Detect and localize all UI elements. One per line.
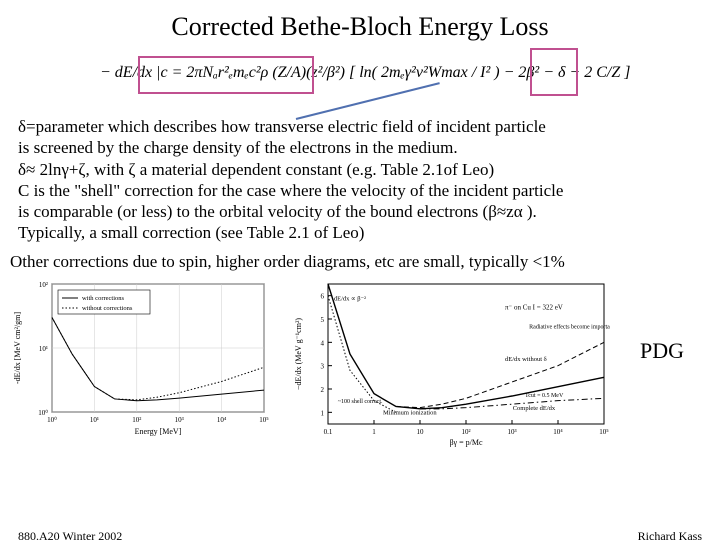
svg-text:10¹: 10¹ xyxy=(90,416,99,424)
svg-text:1: 1 xyxy=(321,409,325,417)
svg-text:-dE/dx [MeV cm²/gm]: -dE/dx [MeV cm²/gm] xyxy=(13,311,22,383)
other-corrections-text: Other corrections due to spin, higher or… xyxy=(10,252,710,272)
svg-text:6: 6 xyxy=(321,292,325,300)
body-line-5: is comparable (or less) to the orbital v… xyxy=(18,202,537,221)
svg-text:10²: 10² xyxy=(461,428,470,436)
formula-region: − dE/dx |c = 2πNₐr²ₑmₑc²ρ (Z/A)(z²/β²) [… xyxy=(100,50,680,110)
body-line-3: δ≈ 2lnγ+ζ, with ζ a material dependent c… xyxy=(18,160,494,179)
bethe-bloch-formula: − dE/dx |c = 2πNₐr²ₑmₑc²ρ (Z/A)(z²/β²) [… xyxy=(100,64,630,82)
svg-text:Radiative effects become impor: Radiative effects become important xyxy=(529,323,610,330)
svg-text:with corrections: with corrections xyxy=(82,295,125,302)
svg-text:2: 2 xyxy=(321,386,325,394)
svg-text:without corrections: without corrections xyxy=(82,305,133,312)
pdg-label: PDG xyxy=(640,338,684,364)
svg-text:10⁵: 10⁵ xyxy=(259,416,269,424)
footer-left: 880.A20 Winter 2002 xyxy=(18,529,122,544)
footer-right: Richard Kass xyxy=(638,529,702,544)
svg-text:10³: 10³ xyxy=(175,416,184,424)
svg-text:dE/dx ∝ β⁻²: dE/dx ∝ β⁻² xyxy=(334,295,366,302)
page-title: Corrected Bethe-Bloch Energy Loss xyxy=(0,12,720,42)
svg-text:~100 shell correct.: ~100 shell correct. xyxy=(338,399,383,405)
body-line-4: C is the "shell" correction for the case… xyxy=(18,181,563,200)
svg-text:10²: 10² xyxy=(39,281,48,289)
body-line-6: Typically, a small correction (see Table… xyxy=(18,223,364,242)
svg-text:10⁰: 10⁰ xyxy=(38,409,48,417)
svg-text:Tcut = 0.5 MeV: Tcut = 0.5 MeV xyxy=(525,393,564,399)
svg-text:Minimum ionization: Minimum ionization xyxy=(383,409,437,416)
svg-text:Complete dE/dx: Complete dE/dx xyxy=(513,405,556,412)
explanation-text: δ=parameter which describes how transver… xyxy=(18,116,702,244)
body-line-2: is screened by the charge density of the… xyxy=(18,138,458,157)
svg-text:Energy [MeV]: Energy [MeV] xyxy=(135,427,182,436)
energy-loss-chart-right: 0.1 1 10 10² 10³ 10⁴ 10⁵ 1 2 3 4 5 6 βγ = p/Mc −dE/dx … xyxy=(290,278,610,448)
charts-row: 10⁰ 10¹ 10² 10³ 10⁴ 10⁵ 10⁰ 10¹ 10² Energy [MeV] -… xyxy=(0,278,720,448)
svg-text:10¹: 10¹ xyxy=(39,345,48,353)
svg-text:−dE/dx (MeV g⁻¹cm²): −dE/dx (MeV g⁻¹cm²) xyxy=(294,317,303,389)
svg-text:0.1: 0.1 xyxy=(324,428,333,436)
svg-text:5: 5 xyxy=(321,316,325,324)
svg-text:10: 10 xyxy=(417,428,425,436)
svg-text:10⁵: 10⁵ xyxy=(599,428,609,436)
svg-text:10⁰: 10⁰ xyxy=(47,416,57,424)
body-line-1: δ=parameter which describes how transver… xyxy=(18,117,546,136)
footer: 880.A20 Winter 2002 Richard Kass xyxy=(0,529,720,544)
svg-text:10²: 10² xyxy=(132,416,141,424)
svg-text:10³: 10³ xyxy=(507,428,516,436)
svg-text:4: 4 xyxy=(321,339,325,347)
svg-text:π⁻ on Cu I = 322 eV: π⁻ on Cu I = 322 eV xyxy=(505,303,563,311)
svg-text:1: 1 xyxy=(372,428,376,436)
svg-text:10⁴: 10⁴ xyxy=(217,416,227,424)
svg-text:3: 3 xyxy=(321,362,325,370)
svg-text:βγ = p/Mc: βγ = p/Mc xyxy=(449,438,482,447)
svg-text:10⁴: 10⁴ xyxy=(553,428,563,436)
energy-loss-chart-left: 10⁰ 10¹ 10² 10³ 10⁴ 10⁵ 10⁰ 10¹ 10² Energy [MeV] -… xyxy=(10,278,270,438)
svg-text:dE/dx without δ: dE/dx without δ xyxy=(505,356,547,363)
